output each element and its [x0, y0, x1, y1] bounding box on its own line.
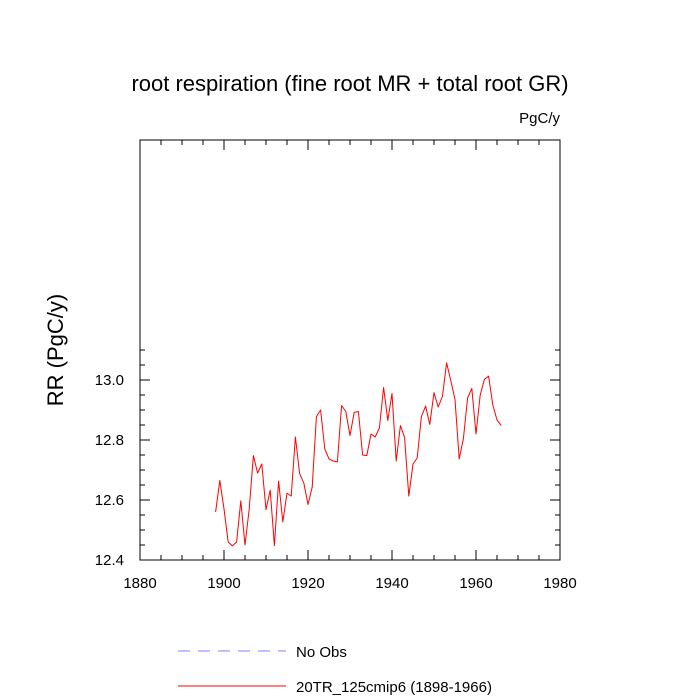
y-tick-label: 12.6: [95, 492, 124, 509]
chart-title: root respiration (fine root MR + total r…: [131, 71, 568, 96]
x-tick-label: 1940: [375, 575, 408, 592]
x-tick-label: 1920: [291, 575, 324, 592]
units-label: PgC/y: [519, 110, 560, 127]
x-tick-label: 1900: [207, 575, 240, 592]
legend-label-0: No Obs: [296, 644, 347, 661]
series-layer: [215, 362, 502, 547]
legend: No Obs 20TR_125cmip6 (1898-1966): [178, 644, 492, 696]
y-tick-label: 12.4: [95, 552, 124, 569]
x-tick-label: 1980: [543, 575, 576, 592]
y-axis-label: RR (PgC/y): [43, 294, 68, 406]
y-tick-label: 13.0: [95, 372, 124, 389]
legend-label-1: 20TR_125cmip6 (1898-1966): [296, 679, 492, 696]
axis-ticks: [139, 140, 561, 561]
x-tick-label: 1960: [459, 575, 492, 592]
plot-frame: [139, 139, 561, 561]
series-line-0: [215, 362, 502, 547]
x-tick-label: 1880: [123, 575, 156, 592]
axis-tick-labels: 1880 1900 1920 1940 1960 1980 12.4 12.6 12.8 13.0: [95, 372, 577, 592]
y-tick-label: 12.8: [95, 432, 124, 449]
